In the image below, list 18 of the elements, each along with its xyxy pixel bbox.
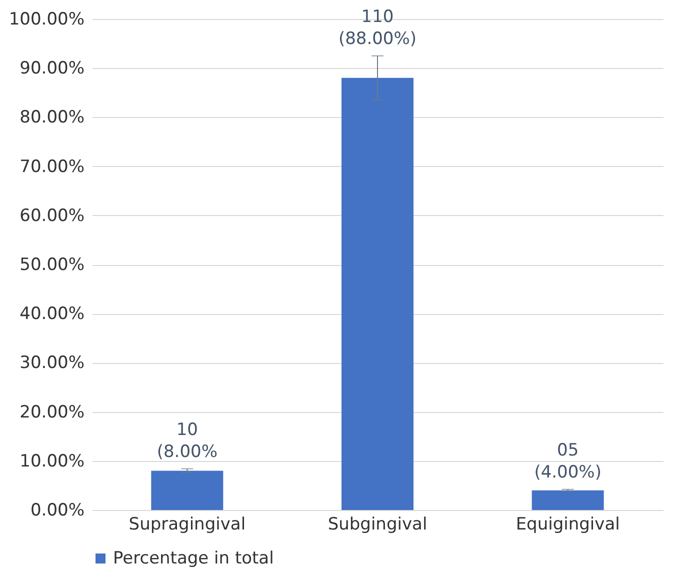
x-tick-label: Equigingival [516, 514, 620, 534]
x-tick-label: Subgingival [328, 514, 428, 534]
y-tick-label: 70.00% [20, 156, 84, 177]
y-tick-label: 80.00% [20, 108, 84, 128]
legend-label: Percentage in total [113, 548, 274, 568]
data-label: 05 (4.00%) [534, 440, 602, 482]
y-tick-label: 40.00% [20, 304, 84, 324]
data-label: 110 (88.00%) [338, 6, 417, 49]
y-tick-label: 50.00% [20, 255, 84, 275]
y-tick-label: 90.00% [20, 58, 84, 79]
data-label: 10 (8.00% [156, 420, 218, 462]
y-tick-label: 0.00% [30, 500, 84, 520]
x-tick-label: Supragingival [128, 514, 246, 534]
y-tick-label: 60.00% [20, 206, 84, 226]
y-tick-label: 10.00% [20, 451, 84, 472]
y-tick-label: 30.00% [20, 353, 84, 374]
y-tick-label: 20.00% [20, 402, 84, 422]
y-tick-label: 100.00% [8, 10, 84, 30]
